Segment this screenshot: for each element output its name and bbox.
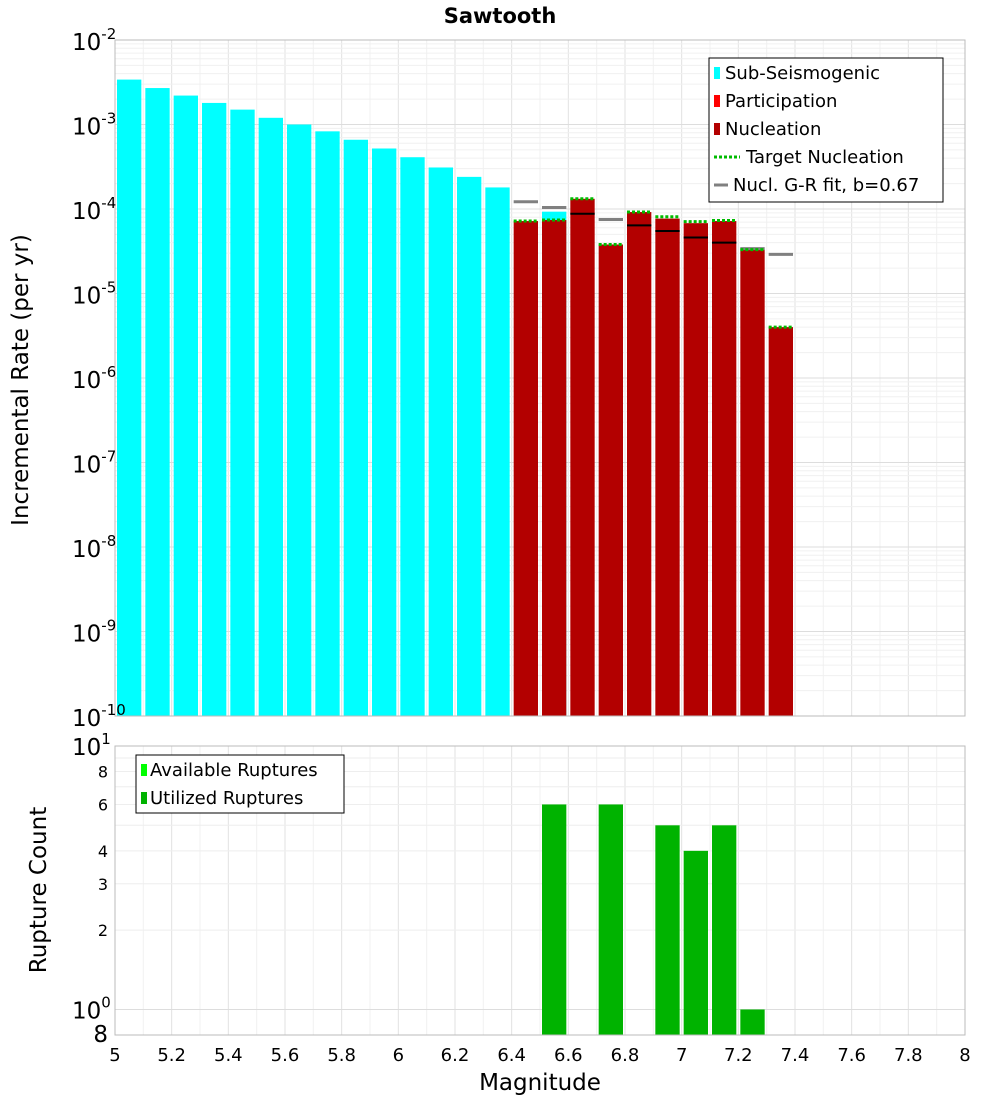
x-tick-label: 5.6 — [271, 1045, 300, 1066]
x-tick-label: 5.4 — [214, 1045, 243, 1066]
nucleation-bar — [712, 221, 737, 716]
top-legend: Sub-Seismogenic Participation Nucleation Ta… — [708, 57, 944, 203]
bottom-y-tick-major: 101 — [72, 730, 111, 761]
utilized-ruptures-bar — [598, 804, 623, 1035]
bottom-plot-frame — [114, 745, 966, 1036]
utilized-ruptures-bar — [740, 1009, 765, 1035]
nucleation-bar — [627, 212, 652, 716]
x-tick-label: 7 — [676, 1045, 687, 1066]
nucleation-bar — [542, 220, 567, 716]
sub-seismogenic-bar — [372, 148, 397, 717]
top-y-tick-label: 10-7 — [72, 448, 116, 479]
bottom-y-tick-minor: 2 — [98, 921, 108, 940]
top-y-tick-label: 10-5 — [72, 279, 116, 310]
sub-seismogenic-bar — [457, 176, 482, 717]
top-y-tick-label: 10-10 — [72, 701, 126, 732]
legend-entry-label: Sub-Seismogenic — [725, 63, 880, 84]
top-y-tick-label: 10-3 — [72, 110, 116, 141]
sub-seismogenic-bar — [315, 131, 340, 717]
utilized-ruptures-bar — [655, 825, 680, 1035]
top-y-tick-label: 10-9 — [72, 617, 116, 648]
x-tick-label: 7.8 — [894, 1045, 923, 1066]
bottom-y-tick-minor: 6 — [98, 795, 108, 814]
sub-seismogenic-bar — [343, 139, 368, 716]
legend-swatch — [714, 67, 720, 79]
sub-seismogenic-bar — [428, 167, 453, 717]
sub-seismogenic-bar — [485, 187, 510, 717]
legend-entry-label: Target Nucleation — [745, 147, 904, 168]
top-bars — [117, 79, 793, 717]
top-y-tick-label: 10-6 — [72, 363, 116, 394]
legend-entry-label: Nucleation — [725, 119, 821, 140]
legend-swatch — [714, 95, 720, 107]
bottom-y-tick-minor: 8 — [98, 763, 108, 782]
top-lines — [513, 197, 793, 329]
x-tick-label: 5 — [109, 1045, 120, 1066]
bottom-y-axis-label: Rupture Count — [26, 807, 52, 973]
top-y-tick-label: 10-4 — [72, 194, 116, 225]
top-y-tick-label: 10-8 — [72, 532, 116, 563]
sub-seismogenic-bar — [117, 79, 142, 717]
nucleation-bar — [570, 198, 595, 716]
top-y-tick-labels: 10-2 10-3 10-4 10-5 10-6 10-7 10-8 10-9 10-10 — [72, 25, 126, 732]
x-tick-label: 7.4 — [781, 1045, 810, 1066]
legend-swatch — [141, 792, 147, 804]
utilized-ruptures-bar — [683, 850, 708, 1035]
bottom-legend: Available Ruptures Utilized Ruptures — [135, 754, 345, 814]
bottom-y-tick-minor: 3 — [98, 875, 108, 894]
x-tick-label: 5.2 — [157, 1045, 186, 1066]
legend-entry-label: Available Ruptures — [150, 760, 318, 781]
top-grid — [114, 40, 966, 717]
top-y-tick-label: 10-2 — [72, 25, 116, 56]
x-tick-label: 6 — [393, 1045, 404, 1066]
chart-title: Sawtooth — [444, 4, 557, 28]
x-tick-labels: 5 5.2 5.4 5.6 5.8 6 6.2 6.4 6.6 6.8 7 7.2 7.4 7.6 7.8 8 — [109, 1045, 970, 1066]
x-tick-label: 7.2 — [724, 1045, 753, 1066]
sub-seismogenic-bar — [400, 157, 425, 717]
nucleation-bar — [740, 249, 765, 716]
x-tick-label: 6.4 — [497, 1045, 526, 1066]
bottom-y-tick-major: 100 — [72, 993, 111, 1024]
sub-seismogenic-bar — [173, 95, 198, 716]
bottom-y-tick-minor: 8 — [93, 1022, 108, 1048]
x-tick-label: 6.2 — [441, 1045, 470, 1066]
nucleation-bar — [768, 327, 793, 716]
x-axis-label: Magnitude — [479, 1070, 601, 1096]
legend-swatch — [714, 123, 720, 135]
legend-entry-label: Participation — [725, 91, 837, 112]
x-tick-label: 7.6 — [837, 1045, 866, 1066]
nucleation-bar — [513, 221, 538, 716]
sub-seismogenic-bar — [202, 102, 227, 717]
nucleation-bar — [598, 244, 623, 716]
utilized-ruptures-bar — [542, 804, 567, 1035]
sub-seismogenic-bar — [258, 117, 283, 716]
legend-entry-label: Nucl. G-R fit, b=0.67 — [733, 175, 919, 196]
utilized-ruptures-bar — [712, 825, 737, 1035]
x-tick-label: 6.6 — [554, 1045, 583, 1066]
legend-entry-label: Utilized Ruptures — [150, 788, 303, 809]
bottom-y-tick-minor: 4 — [98, 842, 108, 861]
top-plot: 10-2 10-3 10-4 10-5 10-6 10-7 10-8 10-9 10-10 In… — [8, 25, 966, 732]
sub-seismogenic-bar — [145, 88, 170, 717]
legend-swatch — [141, 764, 147, 776]
bottom-bars — [542, 804, 765, 1035]
x-tick-label: 8 — [959, 1045, 970, 1066]
top-legend-box — [708, 57, 944, 203]
bottom-legend-box — [135, 754, 345, 814]
sub-seismogenic-bar — [230, 109, 255, 716]
x-tick-label: 5.8 — [327, 1045, 356, 1066]
top-y-axis-label: Incremental Rate (per yr) — [8, 234, 34, 526]
nucleation-bar — [683, 223, 708, 716]
x-tick-label: 6.8 — [611, 1045, 640, 1066]
sub-seismogenic-bar — [287, 124, 312, 716]
top-plot-frame — [114, 39, 966, 717]
nucleation-bar — [655, 218, 680, 716]
